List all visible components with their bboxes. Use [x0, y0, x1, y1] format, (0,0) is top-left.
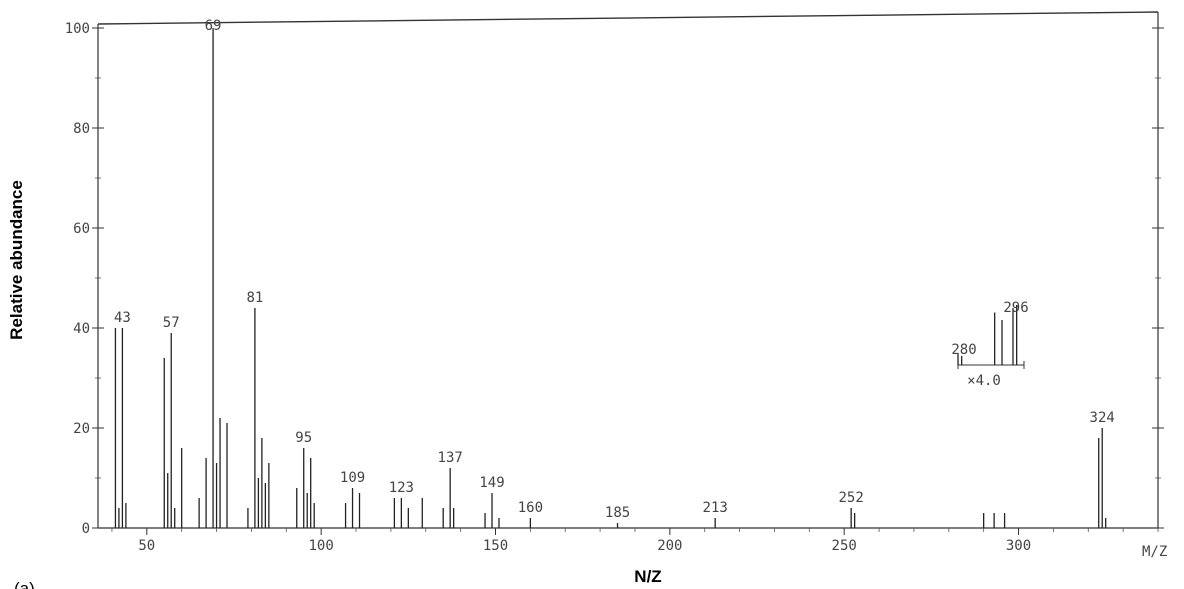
- peak-label: 213: [703, 500, 728, 516]
- frame-top: [97, 11, 1159, 25]
- peak-label: 137: [438, 450, 463, 466]
- x-tick-label: 50: [138, 538, 155, 554]
- peak-labels: 43 57 69 81 95 109 123 137 149 160 185 213 252 324: [114, 18, 1115, 521]
- y-tick-label: 100: [65, 21, 90, 37]
- x-tick-label: 250: [832, 538, 857, 554]
- x-axis-label: N/Z: [634, 567, 661, 586]
- peak-label: 252: [839, 490, 864, 506]
- inset-label-280: 280: [951, 342, 976, 358]
- peak-label: 149: [479, 475, 504, 491]
- y-tick-label: 20: [73, 421, 90, 437]
- y-axis-label: Relative abundance: [7, 180, 26, 340]
- peak-label: 43: [114, 310, 131, 326]
- peak-label: 57: [163, 315, 180, 331]
- x-tick-label: 200: [657, 538, 682, 554]
- peak-label: 81: [246, 290, 263, 306]
- plot-frame: [97, 11, 1159, 529]
- peak-label: 109: [340, 470, 365, 486]
- y-axis-ticks: 0 20 40 60 80 100: [65, 21, 1164, 537]
- peak-label: 324: [1090, 410, 1115, 426]
- peak-label: 123: [389, 480, 414, 496]
- peak-label: 95: [295, 430, 312, 446]
- x-axis-ticks: 50 100 150 200 250 300: [111, 528, 1159, 554]
- x-tick-label: 150: [483, 538, 508, 554]
- peak-label: 185: [605, 505, 630, 521]
- y-tick-label: 40: [73, 321, 90, 337]
- y-tick-label: 60: [73, 221, 90, 237]
- inset-magnification: ×4.0: [967, 373, 1001, 389]
- x-axis-unit: M/Z: [1142, 544, 1167, 560]
- y-tick-label: 0: [82, 521, 90, 537]
- peak-bars: [114, 28, 1107, 528]
- x-tick-label: 100: [309, 538, 334, 554]
- y-tick-label: 80: [73, 121, 90, 137]
- x-tick-label: 300: [1006, 538, 1031, 554]
- peak-label: 160: [518, 500, 543, 516]
- inset-label-296: 296: [1003, 300, 1028, 316]
- peak-label: 69: [205, 18, 222, 34]
- inset-zoom: 280 296 ×4.0: [951, 300, 1028, 389]
- figure-label: (a): [14, 579, 35, 589]
